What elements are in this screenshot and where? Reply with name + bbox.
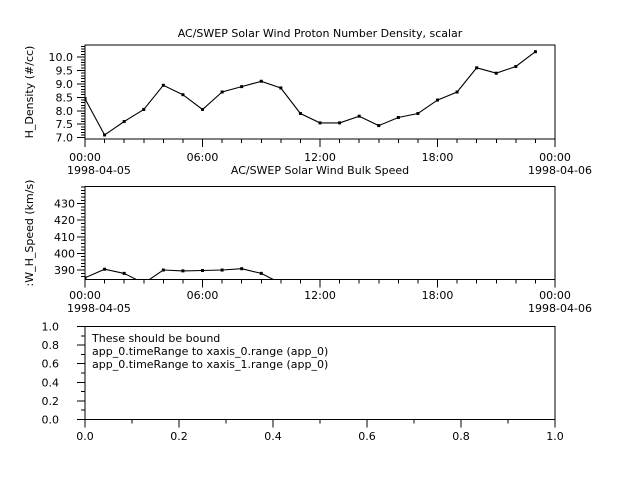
x-tick-label: 0.6 [358,430,376,443]
plot-title: AC/SWEP Solar Wind Proton Number Density… [178,27,463,40]
x-tick-label: 0.2 [170,430,188,443]
x-tick-label: 00:00 [69,289,101,302]
axis-ticks [77,326,556,428]
x-tick-label: 0.8 [452,430,470,443]
data-point-marker [103,133,107,137]
plot-title: AC/SWEP Solar Wind Bulk Speed [231,164,409,177]
data-point-marker [318,121,322,125]
x-tick-label: 00:00 [69,151,101,164]
data-point-marker [416,111,420,115]
x-axis-date-right: 1998-04-06 [528,164,592,177]
plot-area[interactable] [85,45,555,139]
data-point-marker [514,64,518,68]
binding-annotation-line: app_0.timeRange to xaxis_0.range (app_0) [92,345,328,358]
data-series [85,267,275,280]
data-point-marker [220,268,224,272]
data-point-marker [85,97,87,101]
data-point-marker [142,107,146,111]
data-point-marker [279,86,283,90]
y-tick-label: 8.0 [56,105,74,118]
y-tick-label: 0.0 [42,413,60,426]
y-tick-label: 420 [54,214,75,227]
x-axis-date-left: 1998-04-05 [67,302,131,315]
y-tick-label: 0.4 [42,376,60,389]
data-point-marker [122,120,126,124]
y-tick-label: 7.0 [56,132,74,145]
data-point-marker [181,269,185,273]
data-point-marker [161,83,165,87]
y-tick-label: 0.8 [42,339,60,352]
data-point-marker [181,93,185,97]
data-point-marker [298,111,302,115]
data-point-marker [220,90,224,94]
y-tick-label: 0.2 [42,395,60,408]
data-point-marker [357,114,361,118]
x-tick-label: 06:00 [187,151,219,164]
speed-plot: 390 400 410 420 430 00:00 06:00 12:00 18:00 00:00… [23,164,592,315]
x-tick-label: 0.0 [76,430,94,443]
x-axis-date-left: 1998-04-05 [67,164,131,177]
y-tick-label: 430 [54,198,75,211]
y-tick-label: 0.6 [42,358,60,371]
y-tick-label: 410 [54,231,75,244]
bound-plot: 0.0 0.2 0.4 0.6 0.8 1.0 0.0 0.2 0.4 0.6 0.8 1.0 Thes… [42,321,564,443]
y-tick-label: 9.0 [56,78,74,91]
data-point-marker [103,267,107,271]
binding-annotation-line: app_0.timeRange to xaxis_1.range (app_0) [92,358,328,371]
x-tick-label: 00:00 [539,289,571,302]
x-tick-label: 12:00 [304,289,336,302]
y-tick-label: 400 [54,247,75,260]
data-point-marker [201,269,204,273]
x-tick-label: 18:00 [422,289,454,302]
binding-annotation-line: These should be bound [91,332,220,345]
data-point-marker [259,79,263,83]
x-axis-date-right: 1998-04-06 [528,302,592,315]
y-tick-label: 9.5 [56,65,74,78]
data-point-marker [338,121,342,125]
data-point-marker [201,107,204,111]
x-tick-label: 18:00 [422,151,454,164]
data-series [85,50,537,137]
x-tick-label: 1.0 [546,430,564,443]
data-point-marker [436,98,439,102]
y-axis-label: H_Density (#/cc) [23,46,36,139]
data-point-marker [259,271,263,275]
density-plot: 7.07.58.08.59.09.510.0 00:00 06:00 12:00 18:… [23,27,592,177]
x-tick-label: 0.4 [264,430,282,443]
plot-area[interactable] [85,327,555,420]
y-tick-label: 7.5 [56,118,74,131]
data-point-marker [494,71,498,75]
data-point-marker [455,90,459,94]
plot-area[interactable] [85,187,555,280]
x-tick-label: 06:00 [187,289,219,302]
data-point-marker [377,124,381,128]
y-tick-label: 8.5 [56,91,74,104]
axis-ticks [77,45,556,147]
data-point-marker [240,85,244,89]
axis-ticks [77,186,556,288]
x-tick-label: 12:00 [304,151,336,164]
data-point-marker [161,268,165,272]
x-tick-label: 00:00 [539,151,571,164]
data-point-marker [533,50,537,54]
data-point-marker [475,66,479,70]
y-tick-label: 1.0 [42,321,60,334]
y-axis-label: :W_H_Speed (km/s) [23,180,36,287]
y-tick-label: 390 [54,264,75,277]
data-point-marker [122,271,126,275]
y-tick-label: 10.0 [49,51,74,64]
data-point-marker [85,276,87,280]
data-point-marker [396,116,400,120]
data-line [85,51,536,136]
data-point-marker [240,267,244,271]
